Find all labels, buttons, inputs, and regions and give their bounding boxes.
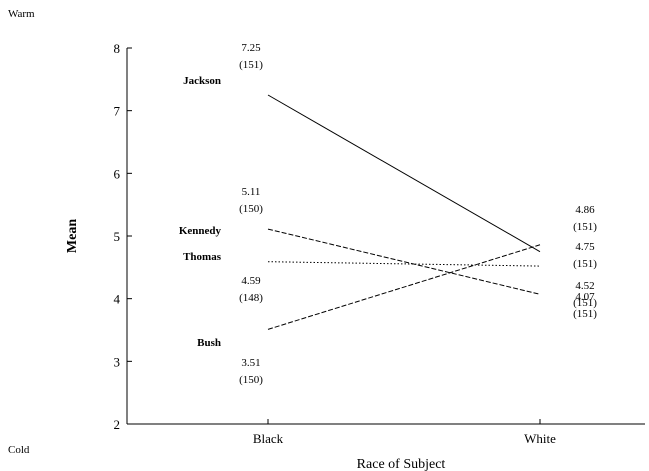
axes-group: 2 3 4 5 6 7 8 Black White Race of Subject Mean Warm… <box>8 8 645 471</box>
value-label: 5.11 <box>242 186 261 198</box>
y-tick-label: 4 <box>114 292 121 307</box>
sample-size-label: (150) <box>239 374 263 386</box>
x-tick-label: White <box>524 431 556 446</box>
value-label: 3.51 <box>241 357 260 369</box>
sample-size-label: (148) <box>239 292 263 304</box>
series-name-label: Jackson <box>183 75 221 87</box>
sample-size-label: (151) <box>239 59 263 71</box>
sample-size-label: (151) <box>573 297 597 309</box>
labels-group: Jackson Kennedy Thomas Bush 7.25 (151) 4.75 (15… <box>179 42 597 386</box>
value-label: 4.75 <box>575 241 595 253</box>
series-name-label: Thomas <box>183 251 222 263</box>
scale-bottom-label: Cold <box>8 444 30 456</box>
sample-size-label: (151) <box>573 258 597 270</box>
y-axis-title: Mean <box>65 219 80 253</box>
y-tick-label: 5 <box>114 229 121 244</box>
y-tick-label: 2 <box>114 417 121 432</box>
value-label: 4.86 <box>575 204 595 216</box>
scale-top-label: Warm <box>8 8 35 20</box>
y-tick-label: 3 <box>114 354 121 369</box>
series-line-bush <box>267 244 541 330</box>
value-label: 4.52 <box>575 280 594 292</box>
value-label: 4.07 <box>575 291 595 303</box>
series-line-thomas <box>267 261 541 267</box>
series-line-kennedy <box>267 228 541 295</box>
series-name-label: Bush <box>197 337 221 349</box>
sample-size-label: (150) <box>239 203 263 215</box>
y-tick-label: 8 <box>114 41 121 56</box>
series-line-jackson <box>267 94 541 253</box>
x-axis-title: Race of Subject <box>357 457 446 471</box>
series-lines-group <box>267 94 541 330</box>
y-tick-label: 6 <box>114 166 121 181</box>
x-tick-label: Black <box>253 431 284 446</box>
sample-size-label: (151) <box>573 221 597 233</box>
value-label: 4.59 <box>241 275 261 287</box>
y-tick-label: 7 <box>114 104 121 119</box>
series-name-label: Kennedy <box>179 225 222 237</box>
sample-size-label: (151) <box>573 308 597 320</box>
value-label: 7.25 <box>241 42 261 54</box>
